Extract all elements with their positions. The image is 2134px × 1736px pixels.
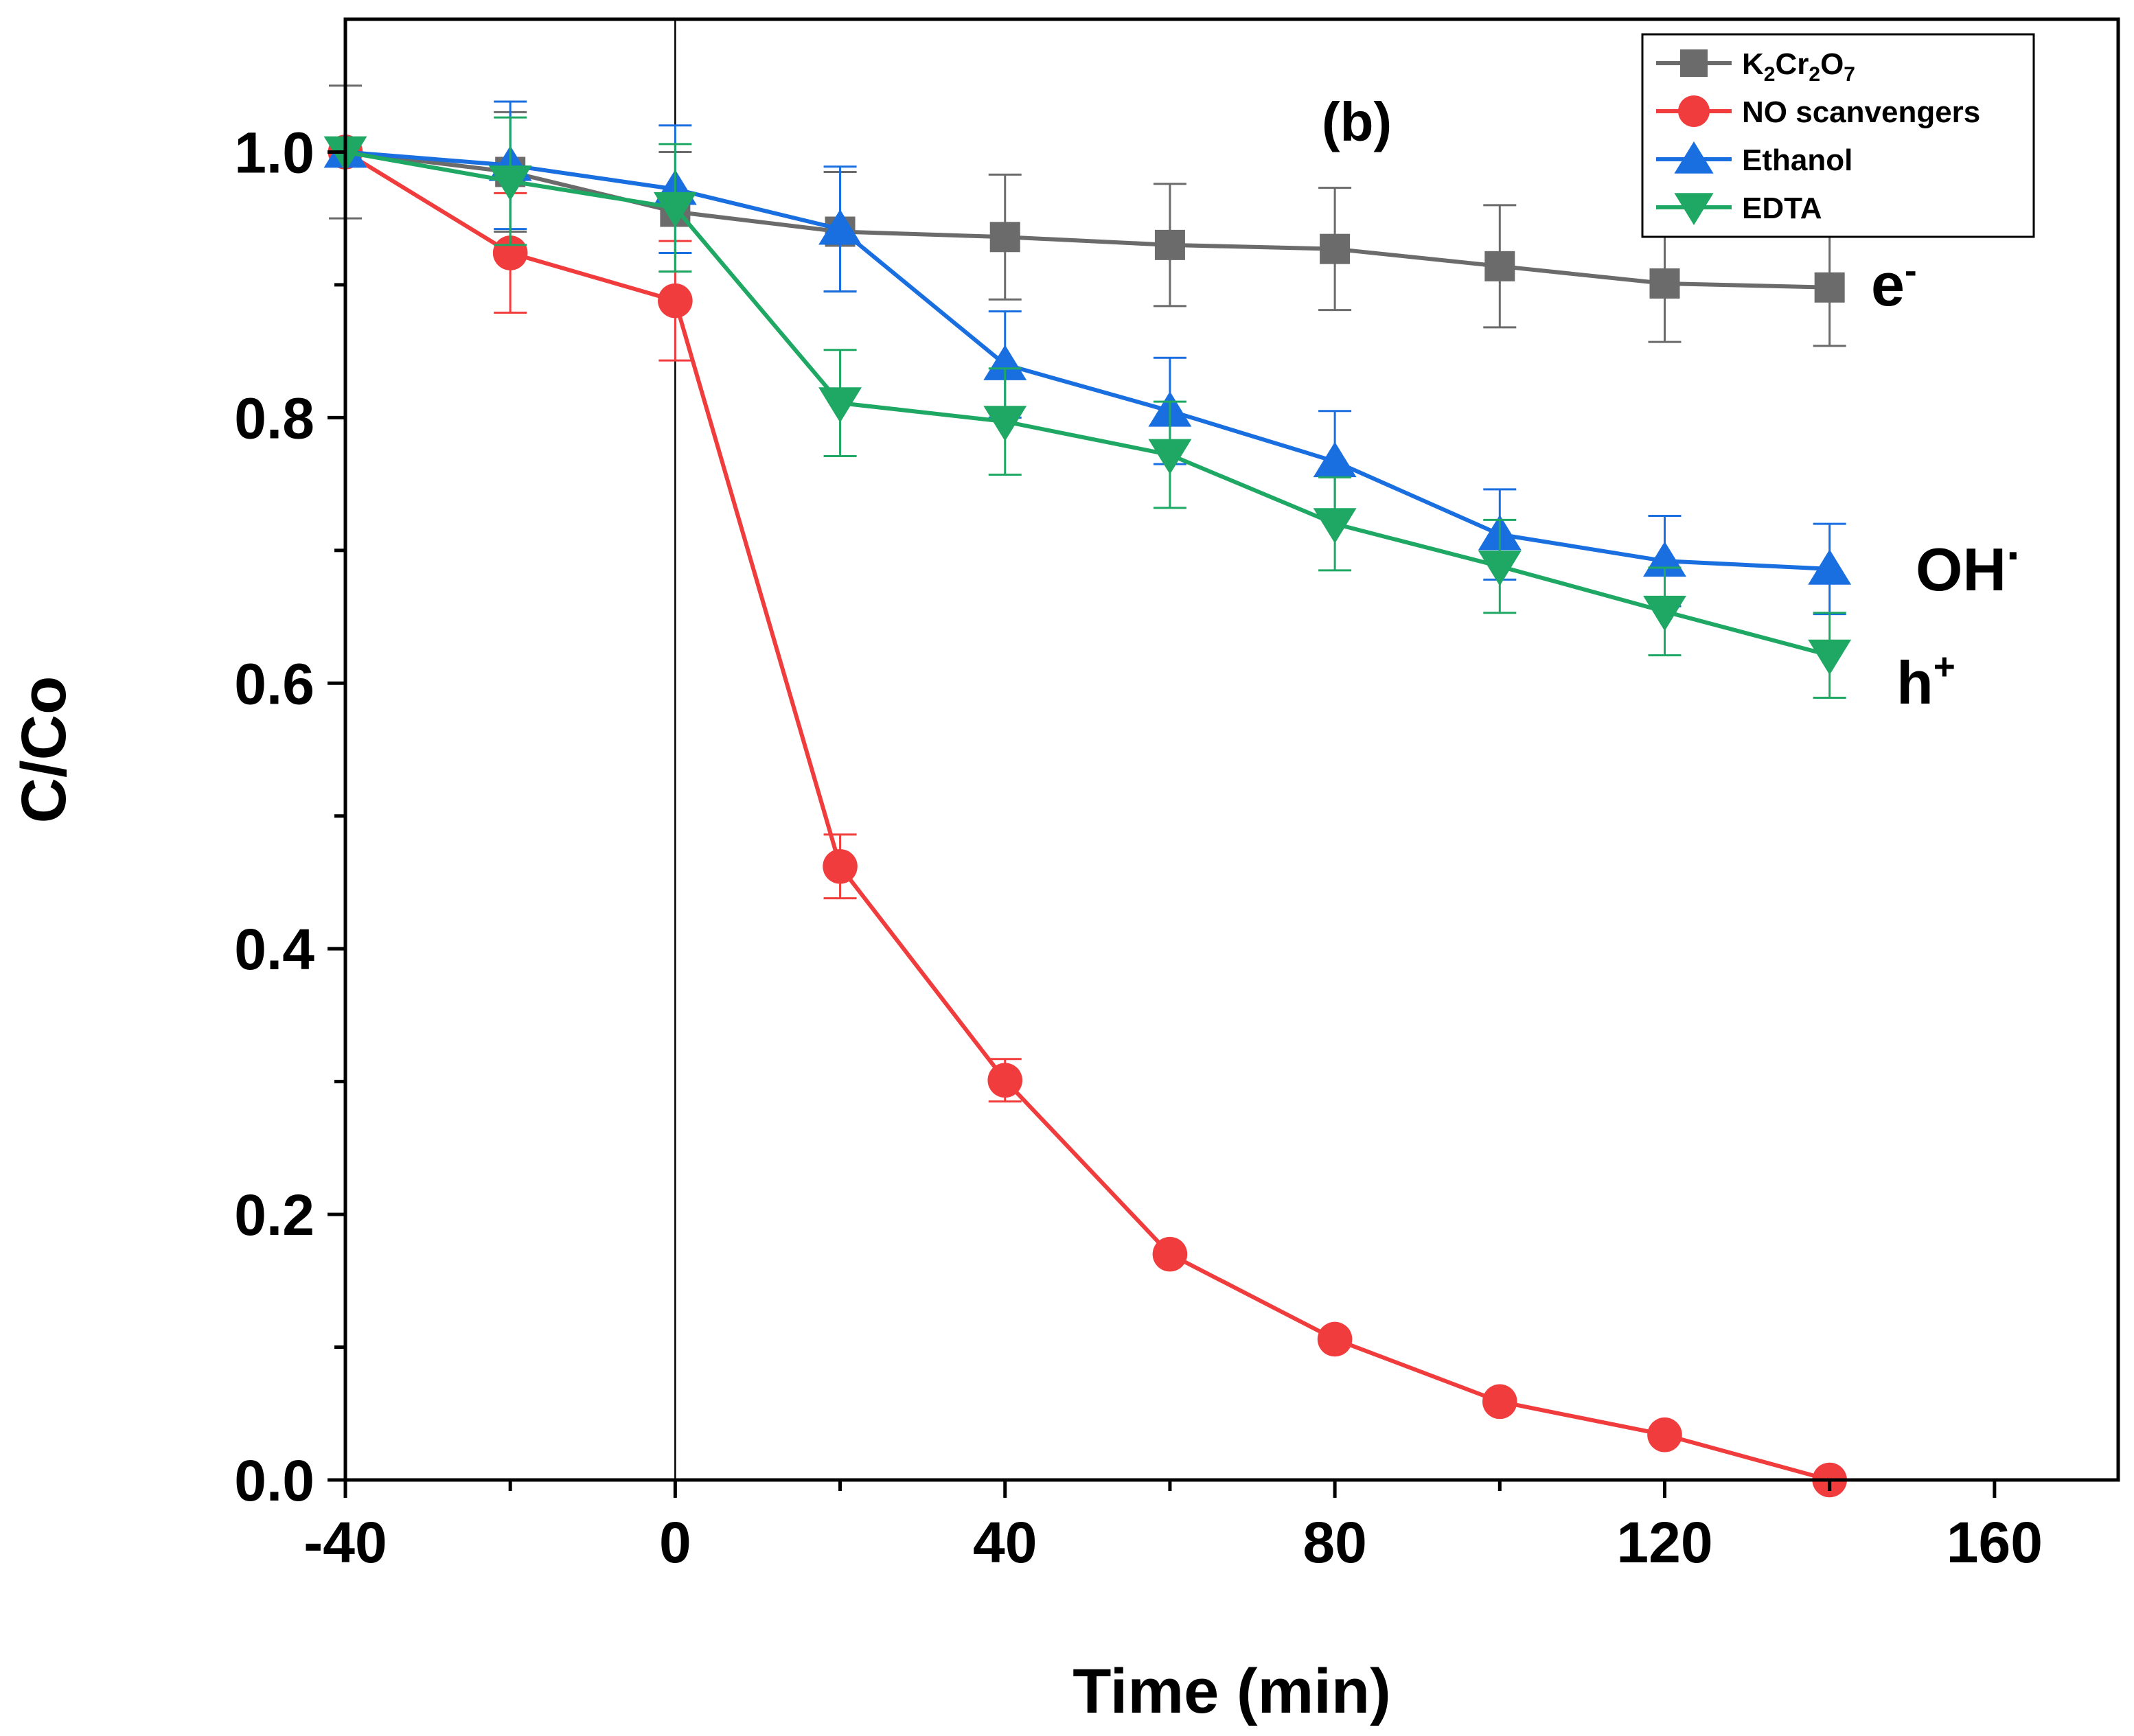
x-tick-label: 160 <box>1947 1510 2043 1575</box>
x-tick-label: 120 <box>1616 1510 1712 1575</box>
y-tick-label: 0.0 <box>234 1448 314 1513</box>
data-point <box>1154 229 1185 260</box>
data-point <box>1320 233 1351 264</box>
data-point <box>1317 1321 1353 1357</box>
legend-label: NO scanvengers <box>1742 95 1980 129</box>
data-point <box>983 345 1027 380</box>
series-no-scanvengers <box>328 135 1847 1498</box>
data-point <box>1643 595 1686 632</box>
series-line <box>344 150 1831 1482</box>
data-point <box>653 192 697 228</box>
data-point <box>1482 1384 1517 1420</box>
legend-marker <box>1678 95 1710 127</box>
legend-label-part: K <box>1742 47 1764 81</box>
annotation-base: OH <box>1916 535 2006 603</box>
x-tick-label: 80 <box>1303 1510 1366 1575</box>
y-tick-label: 0.4 <box>234 917 314 982</box>
annotation-k2cr2o7: e- <box>1871 251 1917 319</box>
series-line <box>345 150 1830 290</box>
data-point <box>1808 549 1852 585</box>
data-point <box>658 283 693 319</box>
x-tick-label: 0 <box>659 1510 691 1575</box>
data-point <box>1313 508 1357 544</box>
y-tick-label: 1.0 <box>234 120 314 185</box>
y-tick-label: 0.6 <box>234 651 314 716</box>
legend-label-part: Cr <box>1775 47 1809 81</box>
data-point <box>823 848 858 884</box>
data-point <box>1647 1417 1682 1453</box>
data-point <box>1148 439 1192 475</box>
x-axis-title: Time (min) <box>1072 1656 1390 1726</box>
x-tick-label: -40 <box>303 1510 387 1575</box>
series-line <box>345 150 1831 658</box>
legend-marker <box>1680 49 1708 77</box>
x-tick-label: 40 <box>973 1510 1037 1575</box>
series-edta <box>323 116 1852 699</box>
data-point <box>488 165 532 201</box>
legend-label-part: 2 <box>1764 63 1776 86</box>
legend-label: Ethanol <box>1742 143 1852 177</box>
series-layer <box>323 84 1852 1498</box>
annotation-base: h <box>1896 649 1934 717</box>
legend-marker <box>1674 141 1714 174</box>
legend-label-part: O <box>1820 47 1844 81</box>
legend-label: K2Cr2O7 <box>1742 47 1855 86</box>
plot-frame <box>343 17 2120 1482</box>
data-point <box>1484 251 1515 281</box>
annotation-ethanol: OH. <box>1916 516 2020 603</box>
annotations: e- OH. h+ <box>1871 251 2020 717</box>
y-axis-title: C/Co <box>9 676 79 824</box>
data-point <box>1313 441 1357 478</box>
annotation-superscript: . <box>2006 516 2020 570</box>
annotation-edta: h+ <box>1896 645 1955 717</box>
y-tick-label: 0.2 <box>234 1183 314 1247</box>
data-point <box>1649 268 1680 299</box>
legend-label: EDTA <box>1742 192 1822 225</box>
annotation-superscript: + <box>1934 645 1955 688</box>
data-point <box>1808 639 1852 675</box>
legend-marker <box>1674 193 1714 225</box>
data-point <box>1152 1236 1188 1272</box>
data-point <box>987 1063 1023 1098</box>
data-point <box>989 222 1020 253</box>
data-point <box>983 406 1027 441</box>
annotation-base: e <box>1871 251 1905 319</box>
data-point <box>818 387 862 423</box>
legend-label-part: 7 <box>1844 63 1855 86</box>
legend-label-part: 2 <box>1809 63 1820 86</box>
annotation-superscript: - <box>1905 251 1917 291</box>
data-point <box>1814 272 1845 303</box>
y-tick-label: 0.8 <box>234 386 314 450</box>
axes: -40 0 40 80 120 160 0.0 0.2 0.4 0.6 0.8 1.0 <box>234 120 2043 1575</box>
data-point <box>1478 551 1522 586</box>
panel-label: (b) <box>1322 91 1392 152</box>
data-point <box>818 209 862 245</box>
series-line <box>345 150 1830 571</box>
